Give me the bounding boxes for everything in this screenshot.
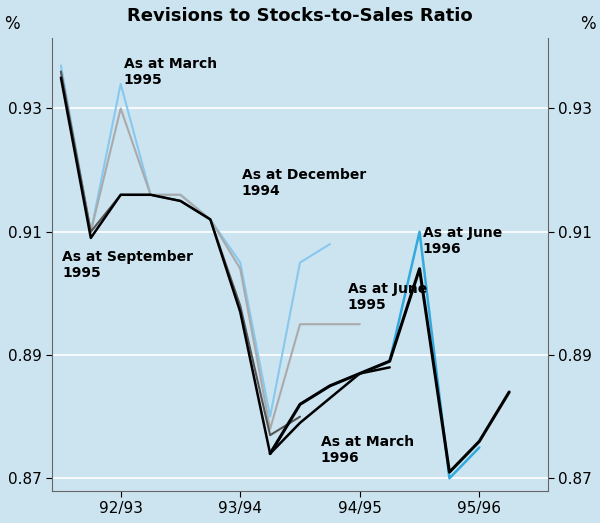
Text: As at June
1995: As at June 1995 [348, 282, 427, 312]
Text: As at December
1994: As at December 1994 [242, 168, 366, 198]
Text: %: % [4, 15, 20, 33]
Title: Revisions to Stocks-to-Sales Ratio: Revisions to Stocks-to-Sales Ratio [127, 7, 473, 25]
Text: As at March
1996: As at March 1996 [321, 435, 414, 465]
Text: %: % [580, 15, 596, 33]
Text: As at June
1996: As at June 1996 [422, 226, 502, 256]
Text: As at September
1995: As at September 1995 [62, 251, 193, 280]
Text: As at March
1995: As at March 1995 [124, 56, 217, 87]
